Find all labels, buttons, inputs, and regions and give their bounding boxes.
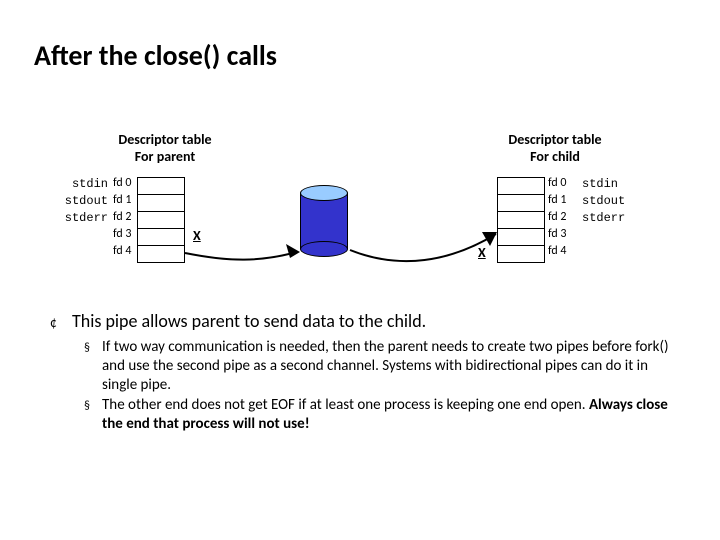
sub-bullet: §The other end does not get EOF if at le… <box>84 396 670 434</box>
arrow-pipe-to-child <box>0 0 720 540</box>
bullet-icon: § <box>84 399 102 413</box>
sub-bullet: §If two way communication is needed, the… <box>84 338 670 394</box>
bullet-icon: ¢ <box>50 314 72 331</box>
bullet-icon: § <box>84 341 102 355</box>
bullet-list: ¢This pipe allows parent to send data to… <box>50 310 670 436</box>
sub-bullet-text: If two way communication is needed, then… <box>102 338 670 394</box>
main-bullet: ¢This pipe allows parent to send data to… <box>50 310 670 332</box>
sub-bullet-text: The other end does not get EOF if at lea… <box>102 396 670 434</box>
main-bullet-text: This pipe allows parent to send data to … <box>72 310 426 332</box>
